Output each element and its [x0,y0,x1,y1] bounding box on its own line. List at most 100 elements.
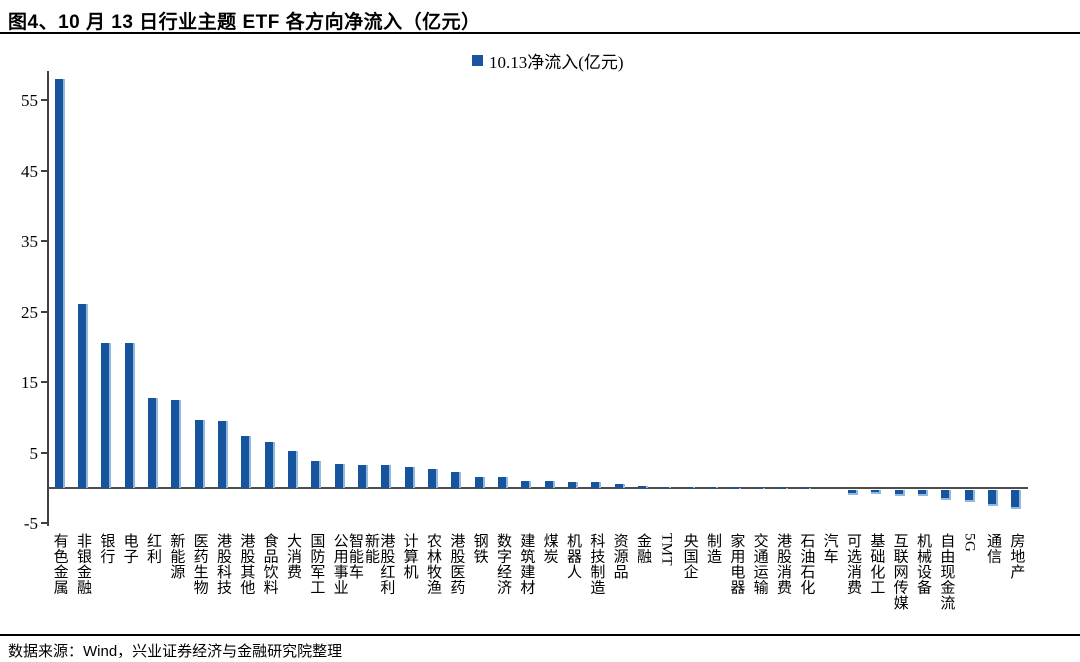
x-axis-category-label: 港股医药 [448,533,465,595]
y-axis-tick [41,240,48,243]
x-axis-category-label: 制造 [705,533,721,564]
y-axis-tick-label: 45 [21,161,38,181]
x-axis-category-label: 5G [961,533,978,553]
x-axis-category-label: 计算机 [401,533,418,580]
x-axis-category-label: 大消费 [285,533,301,580]
bar [264,442,275,488]
x-axis-category-label: 煤炭 [541,533,558,564]
x-axis-category-label: 金融 [635,533,651,564]
x-axis-category-label: 新能源 [168,533,185,580]
bar [708,487,718,488]
bar [334,464,345,488]
bar [474,476,485,488]
x-axis-category-label: 医药生物 [191,533,208,595]
bar [521,480,532,488]
bar [288,450,298,488]
bar [1011,490,1022,510]
y-axis-tick [41,169,48,172]
x-axis-category-label: 红利 [145,533,161,564]
bar [171,399,182,488]
bar [124,343,135,488]
y-axis-tick-label: 25 [21,302,38,322]
x-axis-category-label: 房地产 [1008,533,1025,580]
x-axis-category-label: 可选消费 [845,533,861,595]
bar [148,397,158,488]
bar [241,435,252,488]
y-axis-tick-label: 35 [21,232,38,252]
x-axis-category-label: 央国企 [681,533,698,580]
bar [544,480,555,488]
bar [358,464,368,488]
x-axis-category-label: 家用电器 [728,533,745,595]
x-axis-category-label: 银行 [98,533,115,564]
bar [218,421,228,488]
x-axis-category-label: 数字经济 [495,533,511,595]
y-axis-tick [41,522,48,525]
bar [194,419,205,488]
x-axis-category-label: 港股红利 [378,533,395,595]
chart-legend: 10.13净流入(亿元) [472,48,624,73]
data-source-note: 数据来源：Wind，兴业证券经济与金融研究院整理 [8,643,343,660]
x-axis-category-label: 机器人 [565,533,581,580]
bar [498,476,508,488]
x-axis-category-label: 通信 [985,533,1001,564]
bar [451,471,462,488]
x-axis-category-label: 电子 [121,533,138,564]
legend-label: 10.13净流入(亿元) [489,53,624,72]
bar [54,79,65,488]
bar [404,466,415,488]
x-axis-category-label: 机械设备 [915,533,931,595]
title-divider [0,32,1080,34]
x-axis-category-label: 非银金融 [75,533,91,595]
x-axis-category-label: 食品饮料 [261,533,278,595]
bar [568,481,578,488]
bar [591,482,602,488]
x-axis-category-label: TMT [658,533,675,567]
x-axis-category-label: 建筑建材 [518,533,535,595]
bar [661,486,672,488]
bar [871,490,882,495]
bar [941,490,952,500]
x-axis-category-label: 自由现金流 [938,533,955,611]
bar [964,490,975,502]
bar [918,490,928,496]
x-axis-category-label: 港股消费 [775,533,791,595]
x-axis-category-label: 港股科技 [215,533,231,595]
bar [894,490,905,497]
y-axis-tick-label: -5 [23,514,38,534]
y-axis-tick [41,99,48,102]
x-axis-category-label: 农林牧渔 [425,533,441,595]
bar [614,484,625,488]
y-axis-tick-label: 5 [29,443,39,463]
x-axis-category-label: 钢铁 [471,533,488,564]
x-axis-category-label: 新能 智能车 [347,533,379,580]
x-axis-category-label: 港股其他 [238,533,255,595]
bar [638,485,648,488]
footer-divider [0,634,1080,636]
bar [311,461,322,488]
x-axis-category-label: 汽车 [821,533,838,564]
x-axis-category-label: 公用事业 [331,533,348,595]
bar [848,490,858,495]
x-axis-category-label: 国防军工 [308,533,325,595]
x-axis-category-label: 互联网传媒 [891,533,908,611]
x-axis-zero-line [47,487,1028,489]
x-axis-category-label: 基础化工 [868,533,885,595]
x-axis-category-label: 石油石化 [798,533,815,595]
figure-title: 图4、10 月 13 日行业主题 ETF 各方向净流入（亿元） [8,12,481,33]
x-axis-category-label: 科技制造 [588,533,605,595]
y-axis-tick-label: 55 [21,91,38,111]
y-axis-tick [41,310,48,313]
y-axis-tick [41,451,48,454]
legend-swatch-icon [472,55,483,66]
bar [428,468,438,488]
bar [101,342,112,488]
x-axis-category-label: 有色金属 [51,533,68,595]
x-axis-category-label: 资源品 [611,533,628,580]
y-axis-tick-label: 15 [21,373,38,393]
bar [78,303,88,488]
bar [988,490,998,506]
bar [381,465,392,488]
